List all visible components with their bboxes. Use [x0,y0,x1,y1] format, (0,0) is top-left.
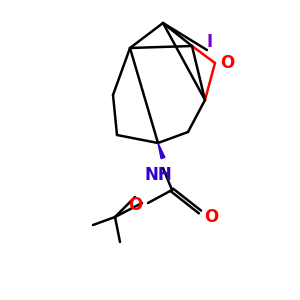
Text: NH: NH [144,166,172,184]
Polygon shape [158,143,165,159]
Text: O: O [204,208,218,226]
Text: O: O [220,54,234,72]
Text: I: I [207,33,213,51]
Text: O: O [128,196,142,214]
